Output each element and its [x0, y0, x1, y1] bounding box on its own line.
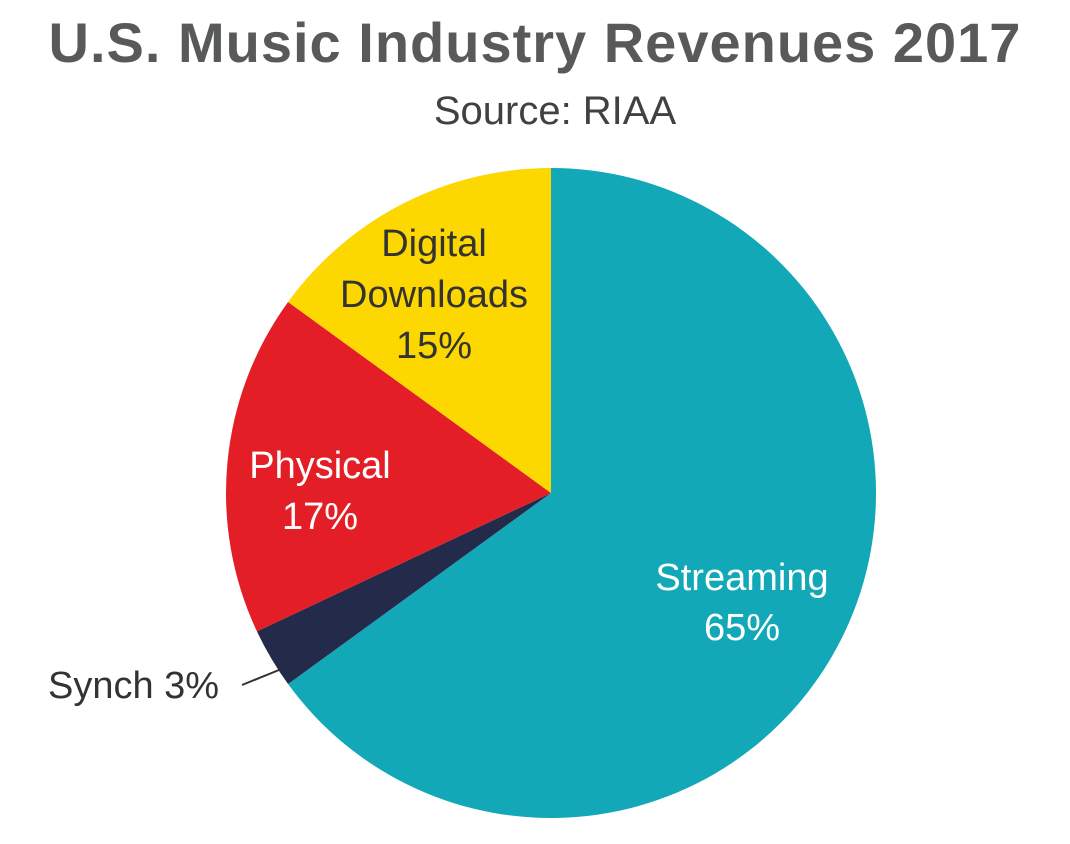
- physical-value: 17%: [282, 496, 358, 538]
- digital-downloads-name-line2: Downloads: [340, 274, 528, 316]
- synch-leader-line: [241, 669, 280, 686]
- chart-title: U.S. Music Industry Revenues 2017: [48, 11, 1022, 74]
- streaming-value: 65%: [704, 607, 780, 649]
- slice-label-physical: Physical: [249, 445, 391, 487]
- digital-downloads-name-line1: Digital: [381, 223, 487, 265]
- streaming-name: Streaming: [655, 557, 828, 599]
- slice-label-synch: Synch 3%: [48, 665, 219, 707]
- slice-value-physical: 17%: [282, 496, 358, 538]
- chart-subtitle: Source: RIAA: [433, 89, 677, 133]
- slice-label-streaming: Streaming: [655, 557, 828, 599]
- slice-label-digital-line2: Downloads: [340, 274, 528, 316]
- pie-labels: Streaming 65% Physical 17% Digital Downl…: [48, 223, 829, 707]
- synch-value: 3%: [164, 665, 219, 707]
- slice-label-digital-line1: Digital: [381, 223, 487, 265]
- physical-name: Physical: [249, 445, 391, 487]
- pie-slice-streaming: [288, 168, 877, 819]
- pie-slices: [226, 168, 877, 819]
- digital-downloads-value: 15%: [396, 325, 472, 367]
- slice-value-digital: 15%: [396, 325, 472, 367]
- slice-value-streaming: 65%: [704, 607, 780, 649]
- synch-name: Synch: [48, 665, 164, 707]
- pie-slice-physical: [226, 301, 552, 632]
- pie-slice-digital-downloads: [288, 168, 551, 493]
- pie-slice-synch: [256, 493, 551, 685]
